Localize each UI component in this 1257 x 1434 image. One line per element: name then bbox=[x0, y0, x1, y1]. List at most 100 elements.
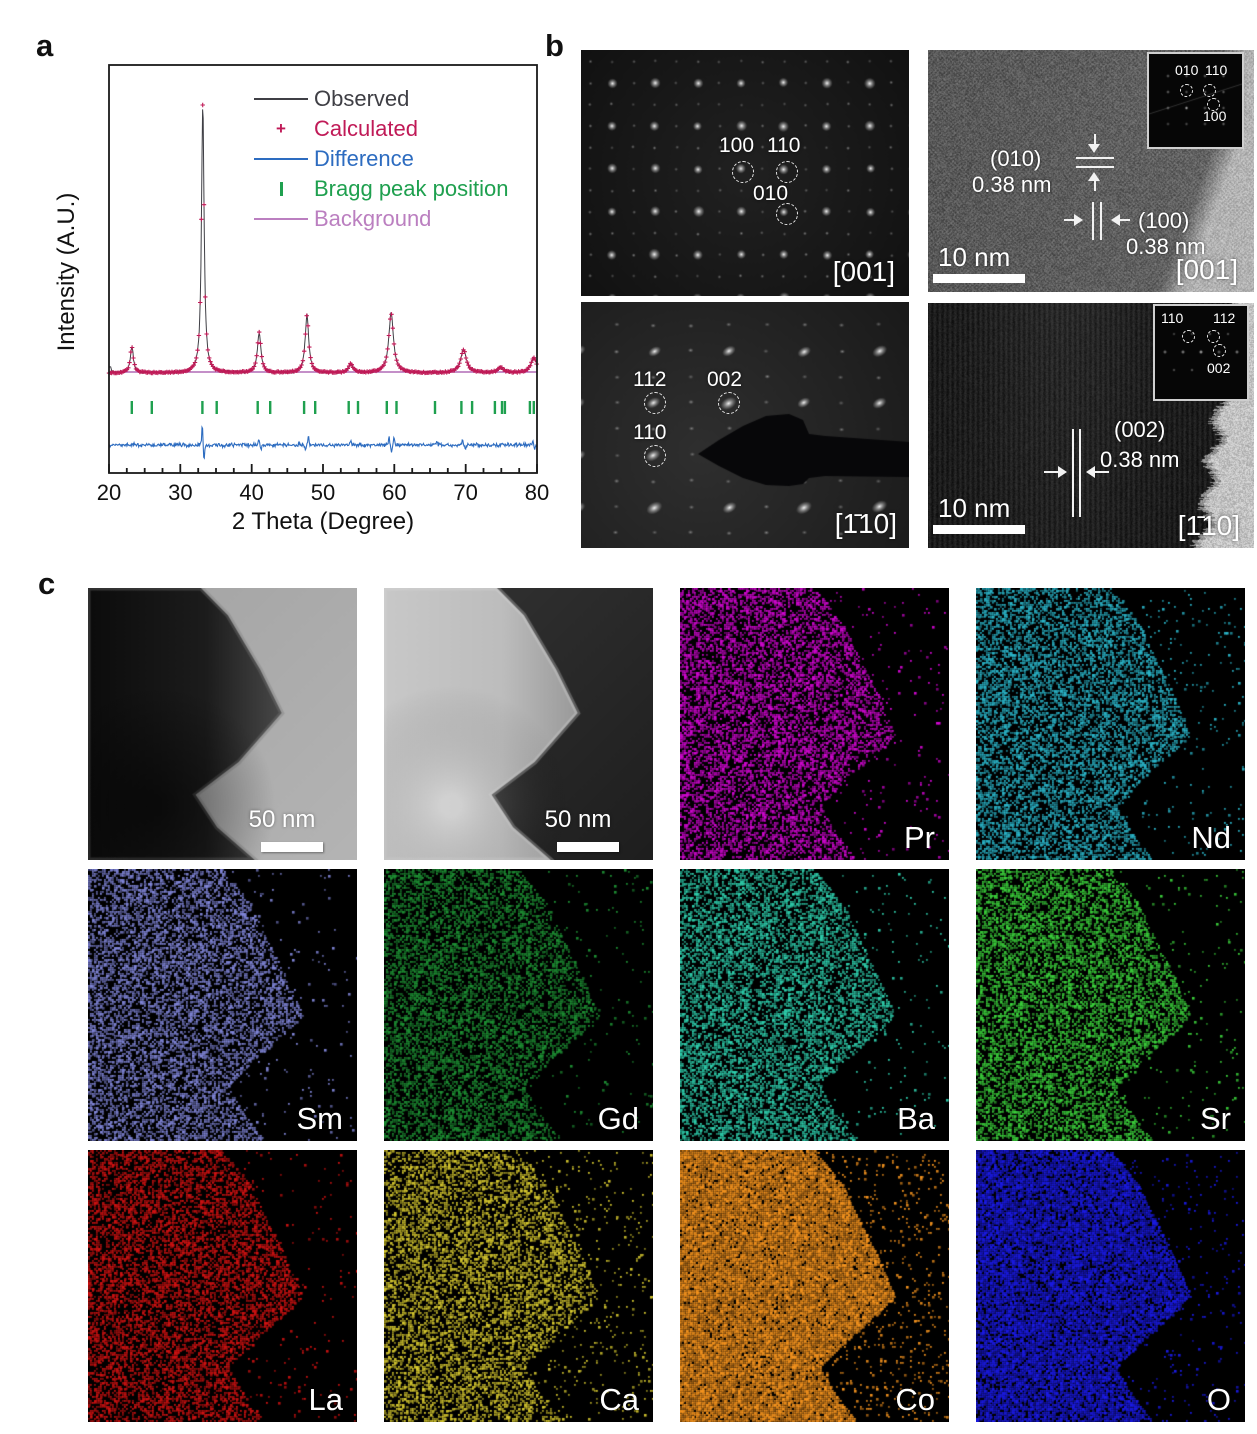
fft-110-label-110: 110 bbox=[1161, 310, 1184, 326]
element-label-la: La bbox=[308, 1382, 343, 1417]
x-tick-30: 30 bbox=[168, 480, 193, 505]
saed-001-spot-label-010: 010 bbox=[753, 182, 789, 205]
fft-001-circle-1 bbox=[1180, 84, 1193, 97]
d010-arrow-up-icon bbox=[1088, 172, 1100, 181]
d010-upper-line bbox=[1076, 157, 1114, 159]
saed-001-spot-label-110: 110 bbox=[767, 134, 801, 157]
d002-arrow-right-stem bbox=[1044, 471, 1058, 473]
scalebar-50nm bbox=[557, 842, 619, 852]
legend-row-background: Background bbox=[252, 204, 508, 234]
x-tick-40: 40 bbox=[239, 480, 264, 505]
x-tick-20: 20 bbox=[96, 480, 122, 505]
bragg-tick-swatch bbox=[252, 182, 310, 196]
eds-map-canvas-ca bbox=[384, 1150, 653, 1422]
eds-map-ba: Ba bbox=[680, 869, 949, 1141]
hrtem-001-scalebar bbox=[933, 274, 1025, 283]
fft-001-circle-3 bbox=[1207, 98, 1220, 111]
d100-arrow-right-stem bbox=[1064, 219, 1074, 221]
eds-map-canvas-nd bbox=[976, 588, 1245, 860]
d002-right-line bbox=[1079, 429, 1081, 517]
saed-110-zone-axis: [1̄10] bbox=[834, 508, 897, 539]
element-label-nd: Nd bbox=[1191, 820, 1231, 855]
xrd-chart bbox=[106, 64, 539, 474]
hrtem-001-d-010: 0.38 nm bbox=[972, 172, 1052, 197]
x-tick-70: 70 bbox=[453, 480, 478, 505]
hrtem-001-image: 010 110 100 (010) 0.38 nm (100) 0.38 nm … bbox=[928, 50, 1254, 292]
panel-c-label: c bbox=[38, 566, 56, 601]
d010-arrow-down-stem bbox=[1094, 134, 1096, 144]
hrtem-110-d-002: 0.38 nm bbox=[1100, 447, 1180, 472]
d100-right-line bbox=[1100, 202, 1102, 240]
saed-110-spot-label-112: 112 bbox=[633, 368, 667, 391]
eds-map-la: La bbox=[88, 1150, 357, 1422]
background-line-swatch bbox=[252, 218, 310, 220]
d100-arrow-right-icon bbox=[1074, 214, 1083, 226]
saed-110-circle-112 bbox=[644, 392, 666, 414]
bf-canvas bbox=[88, 588, 357, 860]
legend-bragg-label: Bragg peak position bbox=[314, 176, 509, 201]
saed-001-spot-label-100: 100 bbox=[719, 134, 755, 157]
d010-lower-line bbox=[1076, 166, 1114, 168]
legend-row-calculated: + Calculated bbox=[252, 114, 508, 144]
element-label-sm: Sm bbox=[296, 1101, 344, 1136]
d002-arrow-right-icon bbox=[1058, 466, 1067, 478]
element-label-o: O bbox=[1206, 1382, 1231, 1417]
xrd-legend: Observed + Calculated Difference Bragg p… bbox=[252, 84, 508, 234]
xrd-y-axis-title: Intensity (A.U.) bbox=[53, 192, 80, 352]
legend-row-difference: Difference bbox=[252, 144, 508, 174]
hrtem-001-d-100: 0.38 nm bbox=[1126, 234, 1206, 259]
element-label-co: Co bbox=[895, 1382, 935, 1417]
eds-map-gd: Gd bbox=[384, 869, 653, 1141]
eds-map-canvas-co bbox=[680, 1150, 949, 1422]
saed-110-circle-002 bbox=[718, 392, 740, 414]
eds-map-canvas-pr bbox=[680, 588, 949, 860]
legend-observed-label: Observed bbox=[314, 86, 410, 111]
hrtem-110-scalebar-label: 10 nm bbox=[938, 493, 1011, 523]
eds-map-o: O bbox=[976, 1150, 1245, 1422]
difference-line-swatch bbox=[252, 158, 310, 160]
d002-left-line bbox=[1072, 429, 1074, 517]
d002-arrow-left-icon bbox=[1086, 466, 1095, 478]
eds-map-canvas-ba bbox=[680, 869, 949, 1141]
hrtem-001-plane-010: (010) bbox=[990, 146, 1042, 171]
hrtem-001-zone-axis: [001] bbox=[1175, 254, 1238, 285]
hrtem-001-fft-inset: 010 110 100 bbox=[1147, 52, 1244, 149]
fft-110-circle-2 bbox=[1207, 330, 1220, 343]
saed-110-pattern bbox=[581, 302, 909, 548]
hrtem-110-image: 110 112 002 (002) 0.38 nm 10 nm [1̄10] bbox=[928, 303, 1254, 548]
eds-map-canvas-gd bbox=[384, 869, 653, 1141]
df-stem-image: 50 nm bbox=[384, 588, 653, 860]
element-label-gd: Gd bbox=[597, 1101, 639, 1136]
fft-001-circle-2 bbox=[1203, 84, 1216, 97]
xrd-x-axis-title: 2 Theta (Degree) bbox=[231, 508, 415, 535]
d010-arrow-down-icon bbox=[1088, 144, 1100, 153]
d100-left-line bbox=[1092, 202, 1094, 240]
legend-background-label: Background bbox=[314, 206, 432, 231]
eds-map-grid: 50 nm 50 nm Pr Nd Sm Gd Ba Sr La Ca Co O bbox=[88, 588, 1245, 1422]
scalebar-label-50nm: 50 nm bbox=[544, 806, 612, 833]
eds-map-canvas-sm bbox=[88, 869, 357, 1141]
eds-map-sm: Sm bbox=[88, 869, 357, 1141]
fft-001-pattern bbox=[1149, 54, 1242, 147]
hrtem-001-plane-100: (100) bbox=[1138, 208, 1190, 233]
legend-row-bragg: Bragg peak position bbox=[252, 174, 508, 204]
d002-arrow-left-stem bbox=[1095, 471, 1109, 473]
element-label-ca: Ca bbox=[599, 1382, 639, 1417]
element-label-pr: Pr bbox=[904, 820, 935, 855]
eds-map-ca: Ca bbox=[384, 1150, 653, 1422]
hrtem-110-scalebar bbox=[933, 525, 1025, 534]
bf-stem-image: 50 nm bbox=[88, 588, 357, 860]
hrtem-110-plane-002: (002) bbox=[1114, 417, 1166, 442]
eds-map-co: Co bbox=[680, 1150, 949, 1422]
hrtem-110-zone-axis: [1̄10] bbox=[1177, 510, 1240, 541]
x-tick-50: 50 bbox=[310, 480, 336, 505]
saed-110-circle-110 bbox=[644, 445, 666, 467]
hrtem-110-fft-inset: 110 112 002 bbox=[1153, 304, 1249, 401]
fft-001-label-010: 010 bbox=[1175, 62, 1199, 78]
fft-110-circle-1 bbox=[1182, 330, 1195, 343]
saed-001-circle-110 bbox=[776, 161, 798, 183]
d010-arrow-up-stem bbox=[1094, 181, 1096, 191]
fft-001-label-100: 100 bbox=[1203, 108, 1227, 124]
observed-line-swatch bbox=[252, 98, 310, 100]
saed-110-spot-label-110: 110 bbox=[633, 421, 667, 444]
